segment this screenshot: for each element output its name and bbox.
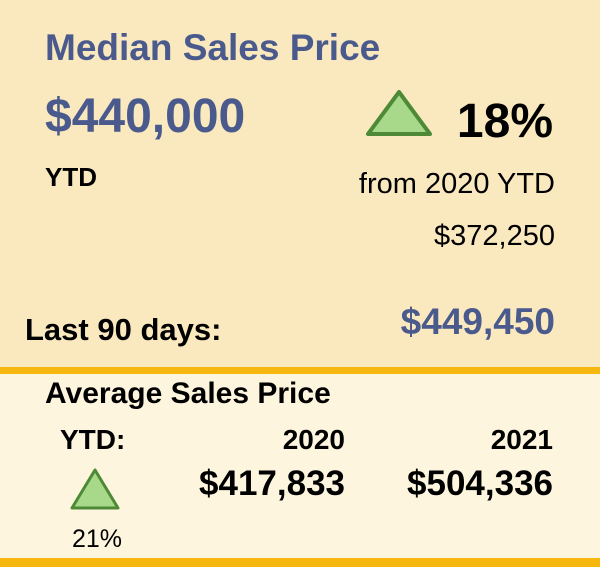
prior-value: $372,250 — [434, 220, 555, 252]
average-change: 21% — [72, 525, 122, 553]
column-header: 2021 — [491, 424, 553, 455]
comparison-label: from 2020 YTD — [359, 168, 555, 200]
up-arrow — [70, 468, 120, 510]
median-period: YTD — [45, 162, 97, 192]
last-90-label: Last 90 days: — [25, 312, 221, 347]
last-90-value: $449,450 — [401, 301, 555, 342]
bottom-border — [0, 558, 600, 567]
average-value: $417,833 — [199, 464, 345, 503]
average-title: Average Sales Price — [45, 377, 331, 410]
average-period: YTD: — [60, 424, 125, 455]
divider — [0, 367, 600, 374]
median-value: $440,000 — [45, 90, 245, 143]
average-value: $504,336 — [407, 464, 553, 503]
bottom-panel — [0, 374, 600, 558]
up-arrow — [366, 90, 432, 136]
median-title: Median Sales Price — [45, 27, 380, 68]
top-panel — [0, 0, 600, 367]
column-header: 2020 — [283, 424, 345, 455]
median-change: 18% — [457, 95, 553, 148]
